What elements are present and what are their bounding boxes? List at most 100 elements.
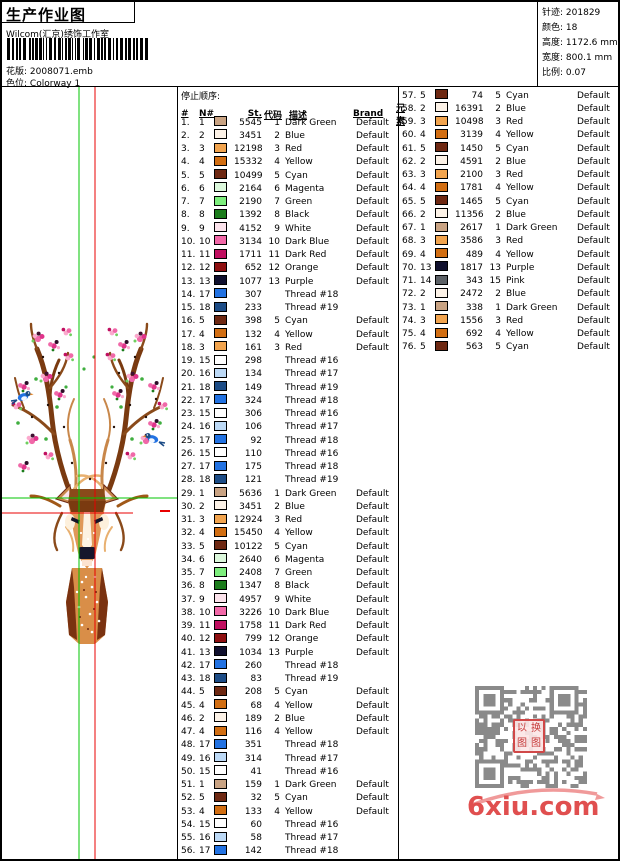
table-row: 16. 5 398 5 Cyan Default (179, 314, 398, 328)
width-info: 宽度: 800.1 mm (542, 53, 613, 63)
row-seq: 36. (181, 581, 196, 592)
row-seq: 12. (181, 263, 196, 274)
colorway-label: 色位: (6, 79, 28, 89)
row-stitches: 3451 (239, 501, 262, 512)
thread-color-swatch (435, 115, 448, 126)
row-needle: 15 (199, 766, 211, 777)
pattern-label: 花版: (6, 67, 28, 77)
row-swatch (214, 367, 234, 381)
row-swatch (214, 513, 234, 527)
col-seq: # (181, 109, 189, 119)
table-row: 10. 10 3134 10 Dark Blue Default (179, 235, 398, 248)
row-stitches: 121 (244, 475, 262, 486)
row-swatch (435, 327, 455, 341)
row-stitches: 133 (244, 806, 262, 817)
row-needle: 15 (199, 819, 211, 830)
row-stitches: 1465 (460, 196, 483, 207)
row-swatch (214, 354, 234, 368)
row-swatch (435, 142, 455, 155)
row-needle: 4 (420, 329, 426, 340)
row-brand: Default (577, 289, 610, 300)
row-needle: 17 (199, 740, 211, 751)
row-brand: Default (356, 541, 389, 552)
row-stitches: 5545 (239, 117, 262, 128)
row-seq: 45. (181, 700, 196, 711)
thread-color-swatch (214, 659, 227, 670)
table-columns-divider (398, 87, 399, 859)
row-seq: 25. (181, 435, 196, 446)
table-row: 23. 15 306 Thread #16 (179, 407, 398, 421)
table-row: 19. 15 298 Thread #16 (179, 354, 398, 368)
row-seq: 35. (181, 568, 196, 579)
colorway: 色位: Colorway 1 (6, 76, 80, 89)
row-swatch (214, 791, 234, 805)
row-needle: 2 (199, 713, 205, 724)
row-desc: Thread #17 (285, 422, 339, 433)
col-needle: N# (199, 109, 215, 119)
row-code: 2 (274, 713, 280, 724)
row-needle: 5 (420, 90, 426, 101)
thread-color-swatch (214, 725, 227, 736)
thread-color-swatch (214, 844, 227, 855)
row-seq: 41. (181, 647, 196, 658)
row-needle: 5 (420, 342, 426, 353)
row-desc: Red (285, 342, 303, 353)
row-desc: Thread #16 (285, 819, 339, 830)
row-seq: 62. (402, 156, 417, 167)
table-row: 33. 5 10122 5 Cyan Default (179, 540, 398, 553)
row-brand: Default (577, 209, 610, 220)
row-swatch (214, 434, 234, 447)
row-seq: 65. (402, 196, 417, 207)
row-desc: Dark Blue (285, 607, 330, 618)
row-stitches: 563 (465, 342, 483, 353)
table-row: 8. 8 1392 8 Black Default (179, 208, 398, 222)
row-code: 13 (268, 647, 280, 658)
row-swatch (214, 261, 234, 275)
thread-color-swatch (214, 301, 227, 312)
thread-color-swatch (214, 805, 227, 816)
row-stitches: 10499 (234, 170, 263, 181)
table-row: 47. 4 116 4 Yellow Default (179, 725, 398, 739)
row-seq: 20. (181, 369, 196, 380)
row-desc: Blue (285, 501, 305, 512)
row-desc: Green (285, 568, 313, 579)
row-swatch (214, 314, 234, 328)
row-brand: Default (356, 250, 389, 261)
row-seq: 18. (181, 342, 196, 353)
row-seq: 27. (181, 462, 196, 473)
row-swatch (214, 222, 234, 235)
thread-color-swatch (214, 367, 227, 378)
table-row: 62. 2 4591 2 Blue Default (400, 155, 618, 168)
row-swatch (214, 632, 234, 646)
row-needle: 17 (199, 846, 211, 857)
row-stitches: 4591 (460, 156, 483, 167)
row-desc: Black (285, 581, 310, 592)
row-swatch (435, 314, 455, 327)
thread-color-swatch (435, 208, 448, 219)
row-needle: 11 (199, 250, 211, 261)
col-code: 代码 (264, 110, 283, 121)
thread-color-swatch (435, 261, 448, 272)
row-desc: Yellow (285, 806, 313, 817)
row-code: 2 (274, 130, 280, 141)
row-needle: 5 (199, 541, 205, 552)
pattern-value: 2008071.emb (29, 67, 93, 77)
table-row: 24. 16 106 Thread #17 (179, 420, 398, 434)
row-brand: Default (356, 568, 389, 579)
row-stitches: 74 (471, 90, 483, 101)
row-stitches: 3139 (460, 130, 483, 141)
page-title: 生产作业图 (2, 2, 135, 24)
row-seq: 9. (181, 223, 190, 234)
row-needle: 3 (199, 515, 205, 526)
row-needle: 5 (199, 316, 205, 327)
row-swatch (214, 381, 234, 394)
colorway-value: Colorway 1 (29, 79, 81, 89)
row-swatch (435, 287, 455, 301)
row-desc: Cyan (506, 90, 529, 101)
thread-color-swatch (214, 540, 227, 551)
thread-color-swatch (214, 434, 227, 445)
row-seq: 55. (181, 833, 196, 844)
row-seq: 71. (402, 276, 417, 287)
row-desc: Red (506, 117, 524, 128)
row-needle: 3 (199, 144, 205, 155)
